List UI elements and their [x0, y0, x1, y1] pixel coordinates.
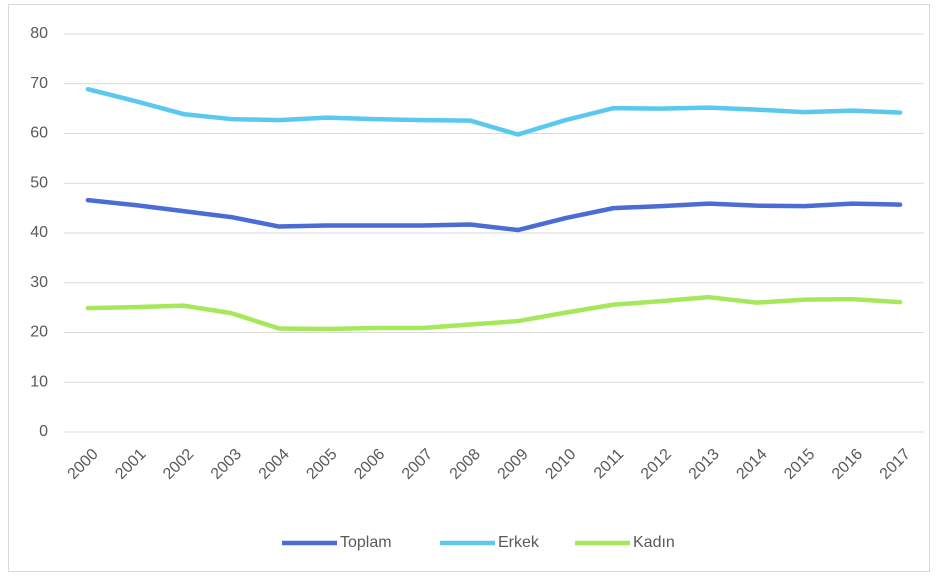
y-tick-label: 30	[30, 274, 48, 291]
y-tick-label: 20	[30, 324, 48, 341]
line-series	[85, 294, 903, 332]
chart-frame	[8, 4, 930, 572]
legend-label: Kadın	[633, 534, 675, 551]
y-tick-label: 80	[30, 25, 48, 42]
legend-label: Toplam	[340, 534, 392, 551]
legend-label: Erkek	[498, 534, 540, 551]
y-tick-label: 10	[30, 373, 48, 390]
y-tick-label: 60	[30, 125, 48, 142]
y-tick-label: 70	[30, 75, 48, 92]
line-series	[85, 86, 903, 137]
y-tick-label: 0	[39, 423, 48, 440]
y-tick-label: 40	[30, 224, 48, 241]
y-tick-label: 50	[30, 174, 48, 191]
line-series	[85, 197, 903, 233]
